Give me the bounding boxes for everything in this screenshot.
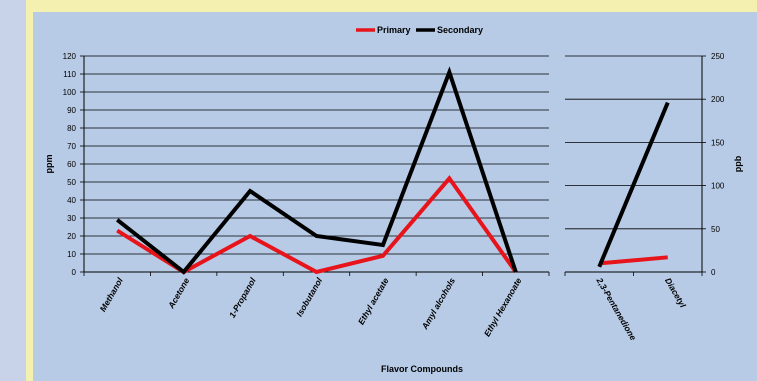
right-x-tick-label-1: Diacetyl [663, 276, 688, 310]
left-x-tick-label-3: Isobutanol [294, 275, 324, 318]
left-series-line-primary [117, 178, 516, 272]
left-y-tick-label-50: 50 [67, 178, 76, 187]
left-x-tick-label-4: Ethyl acetate [356, 276, 391, 327]
left-y-tick-label-30: 30 [67, 214, 76, 223]
left-y-tick-label-0: 0 [72, 268, 77, 277]
left-y-tick-label-40: 40 [67, 196, 76, 205]
x-axis-label: Flavor Compounds [381, 364, 463, 374]
left-x-tick-label-2: 1-Propanol [227, 275, 258, 319]
left-x-tick-label-6: Ethyl Hexanoate [482, 276, 524, 339]
right-gridlines [565, 56, 702, 272]
right-x-tick-label-0: 2,3-Pentanedione [594, 275, 638, 342]
left-x-tick-label-5: Amyl alcohols [419, 276, 457, 332]
left-y-tick-label-100: 100 [63, 88, 77, 97]
left-y-tick-label-70: 70 [67, 142, 76, 151]
right-y-tick-label-50: 50 [711, 225, 720, 234]
series-lines [117, 72, 668, 272]
left-x-tick-label-1: Acetone [165, 276, 191, 311]
legend-label-primary: Primary [377, 25, 411, 35]
right-series-line-secondary [599, 103, 668, 267]
left-y-tick-label-10: 10 [67, 250, 76, 259]
right-y-axis-label: ppb [733, 155, 743, 172]
legend: Primary Secondary [356, 25, 483, 35]
tick-labels: 0 10 20 30 40 50 60 70 80 90 100 110 120 Methanol Acet… [63, 52, 725, 342]
left-y-tick-label-90: 90 [67, 106, 76, 115]
legend-label-secondary: Secondary [437, 25, 483, 35]
left-y-tick-label-80: 80 [67, 124, 76, 133]
right-y-tick-label-200: 200 [711, 95, 725, 104]
right-y-tick-label-250: 250 [711, 52, 725, 61]
left-y-tick-label-20: 20 [67, 232, 76, 241]
right-y-tick-label-0: 0 [711, 268, 716, 277]
left-y-tick-label-120: 120 [63, 52, 77, 61]
left-x-tick-label-0: Methanol [98, 275, 126, 313]
left-y-tick-label-110: 110 [63, 70, 76, 79]
left-y-tick-label-60: 60 [67, 160, 76, 169]
left-y-axis-label: ppm [44, 155, 54, 174]
right-y-tick-label-100: 100 [711, 182, 725, 191]
right-y-tick-label-150: 150 [711, 138, 725, 147]
left-series-line-secondary [117, 72, 516, 272]
right-series-line-primary [599, 257, 668, 263]
